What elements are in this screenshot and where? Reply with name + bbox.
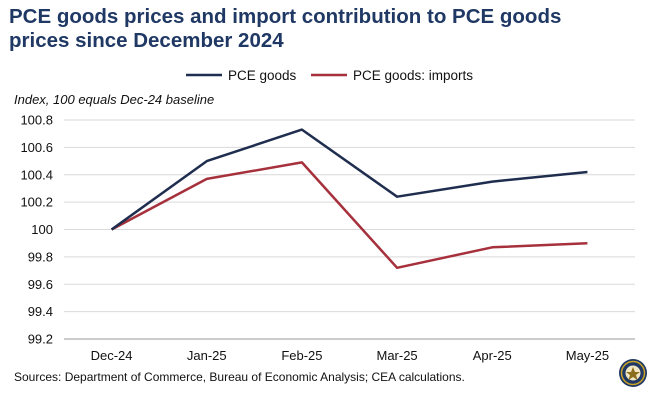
y-tick-label: 100	[31, 222, 53, 237]
y-tick-label: 100.2	[20, 195, 53, 210]
cea-seal-icon	[619, 359, 647, 387]
y-axis-ticks: 99.2 99.4 99.6 99.8 100 100.2 100.4 100.6 100.8	[20, 113, 53, 347]
y-tick-label: 99.4	[28, 304, 53, 319]
y-tick-label: 100.8	[20, 113, 53, 128]
y-tick-label: 100.4	[20, 167, 53, 182]
y-tick-label: 99.6	[28, 277, 53, 292]
x-tick-label: Feb-25	[281, 348, 322, 363]
sources-note: Sources: Department of Commerce, Bureau …	[14, 370, 465, 384]
series-line-pce-goods-imports	[111, 161, 588, 270]
chart-title-line-2: prices since December 2024	[9, 29, 284, 52]
y-tick-label: 99.8	[28, 249, 53, 264]
chart-title-line-1: PCE goods prices and import contribution…	[9, 5, 562, 28]
series-line-pce-goods	[110, 128, 588, 231]
x-tick-label: Jan-25	[187, 348, 227, 363]
gridlines	[64, 119, 635, 340]
y-tick-label: 100.6	[20, 140, 53, 155]
legend: PCE goods PCE goods: imports	[186, 68, 473, 83]
legend-label-pce-goods-imports: PCE goods: imports	[353, 68, 473, 83]
y-tick-label: 99.2	[28, 332, 53, 347]
x-axis-ticks: Dec-24 Jan-25 Feb-25 Mar-25 Apr-25 May-25	[91, 348, 609, 363]
x-tick-label: Mar-25	[376, 348, 417, 363]
y-axis-note: Index, 100 equals Dec-24 baseline	[14, 92, 215, 107]
x-tick-label: May-25	[566, 348, 609, 363]
series-lines	[110, 128, 588, 270]
x-tick-label: Apr-25	[473, 348, 512, 363]
x-tick-label: Dec-24	[91, 348, 133, 363]
chart-title: PCE goods prices and import contribution…	[9, 5, 649, 53]
legend-label-pce-goods: PCE goods	[228, 68, 297, 83]
